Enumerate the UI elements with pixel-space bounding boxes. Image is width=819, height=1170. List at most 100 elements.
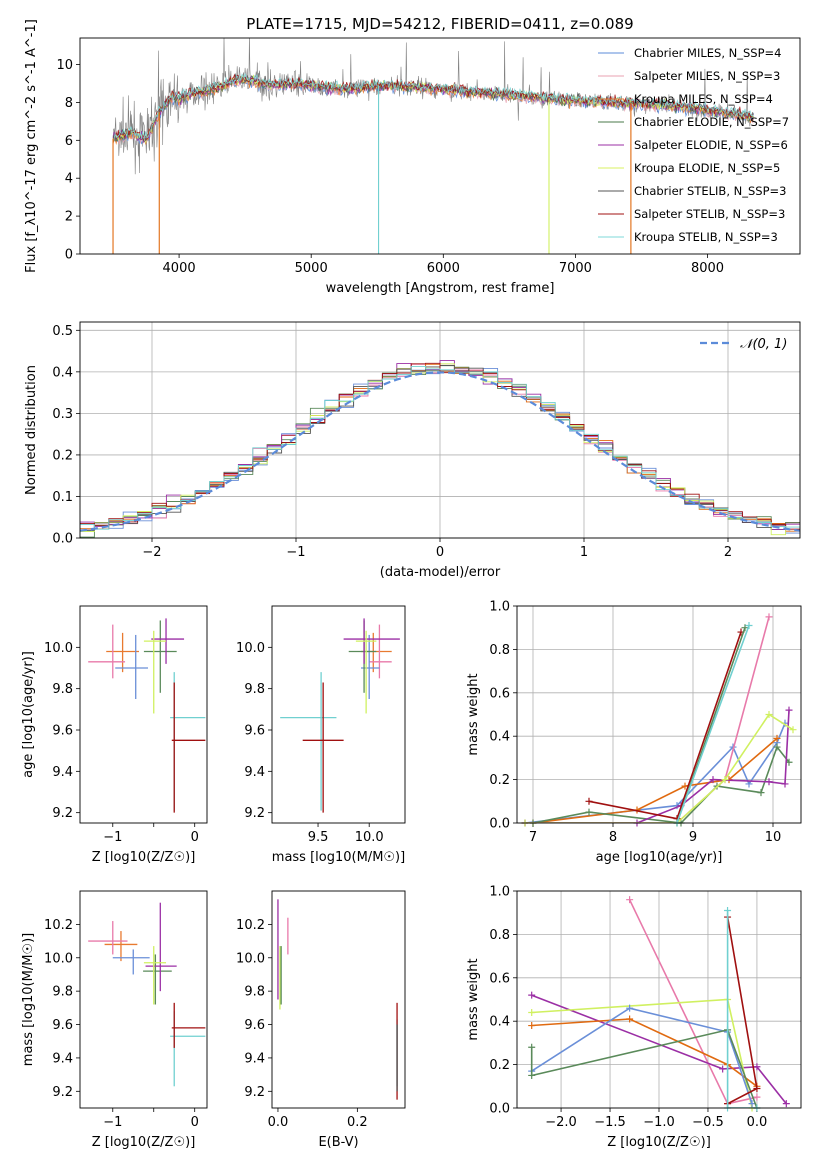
axes-frame — [516, 890, 802, 1109]
y-tick-label: 9.8 — [244, 682, 265, 697]
y-tick-label: 0.6 — [489, 686, 510, 701]
weight-series-line — [532, 745, 790, 823]
x-tick-label: 0 — [191, 1115, 199, 1130]
weight-series-line — [524, 722, 786, 823]
x-tick-label: −1 — [103, 1115, 122, 1130]
weight-series-line — [531, 998, 753, 1108]
weight-series-line — [676, 625, 750, 823]
x-tick-label: 5000 — [295, 261, 328, 276]
weight-point-marker — [781, 780, 789, 788]
mass-vs-metallicity-panel: −1 0 9.2 9.4 9.6 9.8 10.0 10.2 Z [log10(Z/Z☉)] ma… — [21, 890, 208, 1150]
weight-point-marker — [721, 776, 729, 784]
legend-entry: 𝒩(0, 1) — [740, 337, 787, 352]
weight-point-marker — [528, 1043, 536, 1051]
y-axis-label: mass weight — [466, 673, 481, 755]
y-tick-label: 10.0 — [236, 951, 265, 966]
x-tick-label: 6000 — [427, 261, 460, 276]
axes-frame — [79, 321, 801, 539]
y-tick-label: 0.4 — [489, 1015, 510, 1030]
mass-vs-ebv-panel: 0.0 0.2 9.2 9.4 9.6 9.8 10.0 10.2 E(B-V) — [236, 890, 406, 1150]
legend-entry: Kroupa MILES, N_SSP=4 — [634, 92, 773, 106]
y-tick-label: 0.6 — [489, 971, 510, 986]
y-tick-label: 0.2 — [489, 773, 510, 788]
weight-point-marker — [757, 789, 765, 797]
weight-point-marker — [773, 743, 781, 751]
y-tick-label: 0.4 — [489, 730, 510, 745]
x-tick-label: 7 — [529, 830, 537, 845]
weight-point-marker — [626, 896, 634, 904]
massweight-vs-age-panel: 7 8 9 10 0.0 0.2 0.4 0.6 0.8 1.0 age [log10(age/yr… — [466, 600, 802, 865]
weight-series-line — [588, 631, 742, 820]
x-tick-label: 0.2 — [347, 1115, 368, 1130]
weight-point-marker — [765, 778, 773, 786]
figure-title: PLATE=1715, MJD=54212, FIBERID=0411, z=0… — [246, 15, 633, 33]
y-tick-label: 9.4 — [52, 1051, 73, 1066]
y-tick-label: 9.4 — [244, 1051, 265, 1066]
weight-point-marker — [765, 613, 773, 621]
weight-point-marker — [785, 706, 793, 714]
x-axis-label: Z [log10(Z/Z☉)] — [92, 850, 196, 865]
weight-point-marker — [745, 622, 753, 630]
spectrum-panel: 4000 5000 6000 7000 8000 0 2 4 6 8 10 wavelength [A… — [24, 19, 801, 296]
y-tick-label: 10.0 — [236, 641, 265, 656]
axes-frame — [79, 605, 208, 824]
y-tick-label: 0.0 — [52, 532, 73, 547]
histogram-step-line — [80, 362, 800, 530]
weight-point-marker — [585, 797, 593, 805]
y-tick-label: 9.6 — [52, 724, 73, 739]
x-axis-label: E(B-V) — [318, 1135, 358, 1150]
y-tick-label: 0.0 — [489, 817, 510, 832]
weight-point-marker — [626, 1015, 634, 1023]
weight-point-marker — [753, 1084, 761, 1092]
weight-series-line — [525, 713, 794, 823]
weight-point-marker — [719, 1065, 727, 1073]
weight-point-marker — [748, 1100, 756, 1108]
y-tick-label: 10.2 — [44, 918, 73, 933]
y-axis-label: mass [log10(M/M☉)] — [21, 933, 36, 1066]
weight-series-line — [726, 910, 757, 1108]
y-tick-label: 10.0 — [44, 641, 73, 656]
y-tick-label: 9.2 — [52, 1085, 73, 1100]
y-tick-label: 0.8 — [489, 928, 510, 943]
x-axis-label: Z [log10(Z/Z☉)] — [92, 1135, 196, 1150]
y-tick-label: 9.8 — [52, 682, 73, 697]
weight-point-marker — [741, 624, 749, 632]
weight-point-marker — [773, 734, 781, 742]
weight-point-marker — [782, 1100, 790, 1108]
x-axis-label: wavelength [Angstrom, rest frame] — [326, 281, 555, 296]
y-tick-label: 8 — [65, 96, 73, 111]
axes-frame — [79, 890, 208, 1109]
weight-point-marker — [753, 1093, 761, 1101]
y-tick-label: 9.6 — [52, 1018, 73, 1033]
y-tick-label: 1.0 — [489, 600, 510, 615]
histogram-step-line — [80, 365, 800, 530]
axes-frame — [271, 890, 406, 1109]
age-vs-mass-panel: 9.5 10.0 9.2 9.4 9.6 9.8 10.0 mass [log10(M/M☉)… — [236, 605, 406, 865]
x-axis-label: mass [log10(M/M☉)] — [272, 850, 405, 865]
y-tick-label: 9.6 — [244, 1018, 265, 1033]
y-tick-label: 10 — [56, 58, 73, 73]
axes-frame — [79, 37, 801, 255]
legend-entry: Salpeter STELIB, N_SSP=3 — [634, 207, 785, 221]
model-spectrum-line — [112, 74, 754, 141]
y-tick-label: 0.2 — [489, 1058, 510, 1073]
axes-frame — [516, 605, 802, 824]
massweight-vs-metallicity-panel: −2.0 −1.5 −1.0 −0.5 0.0 0.0 0.2 0.4 0.6 0.8 1.0 Z [… — [466, 885, 802, 1150]
y-tick-label: 9.4 — [244, 765, 265, 780]
x-tick-label: 8 — [609, 830, 617, 845]
x-tick-label: 8000 — [691, 261, 724, 276]
x-tick-label: −1.0 — [643, 1115, 675, 1130]
x-tick-label: −1 — [286, 545, 305, 560]
weight-point-marker — [709, 776, 717, 784]
weight-point-marker — [528, 1009, 536, 1017]
y-axis-label: Normed distribution — [24, 365, 39, 495]
y-axis-label: age [log10(age/yr)] — [21, 651, 36, 778]
x-tick-label: 10.0 — [355, 830, 384, 845]
weight-series-line — [525, 616, 770, 823]
weight-series-line — [525, 710, 790, 823]
y-tick-label: 0.2 — [52, 448, 73, 463]
residual-histogram-panel: −2 −1 0 1 2 0.0 0.1 0.2 0.3 0.4 0.5 (data-model)/er… — [24, 321, 801, 580]
y-tick-label: 0.8 — [489, 643, 510, 658]
weight-point-marker — [765, 711, 773, 718]
